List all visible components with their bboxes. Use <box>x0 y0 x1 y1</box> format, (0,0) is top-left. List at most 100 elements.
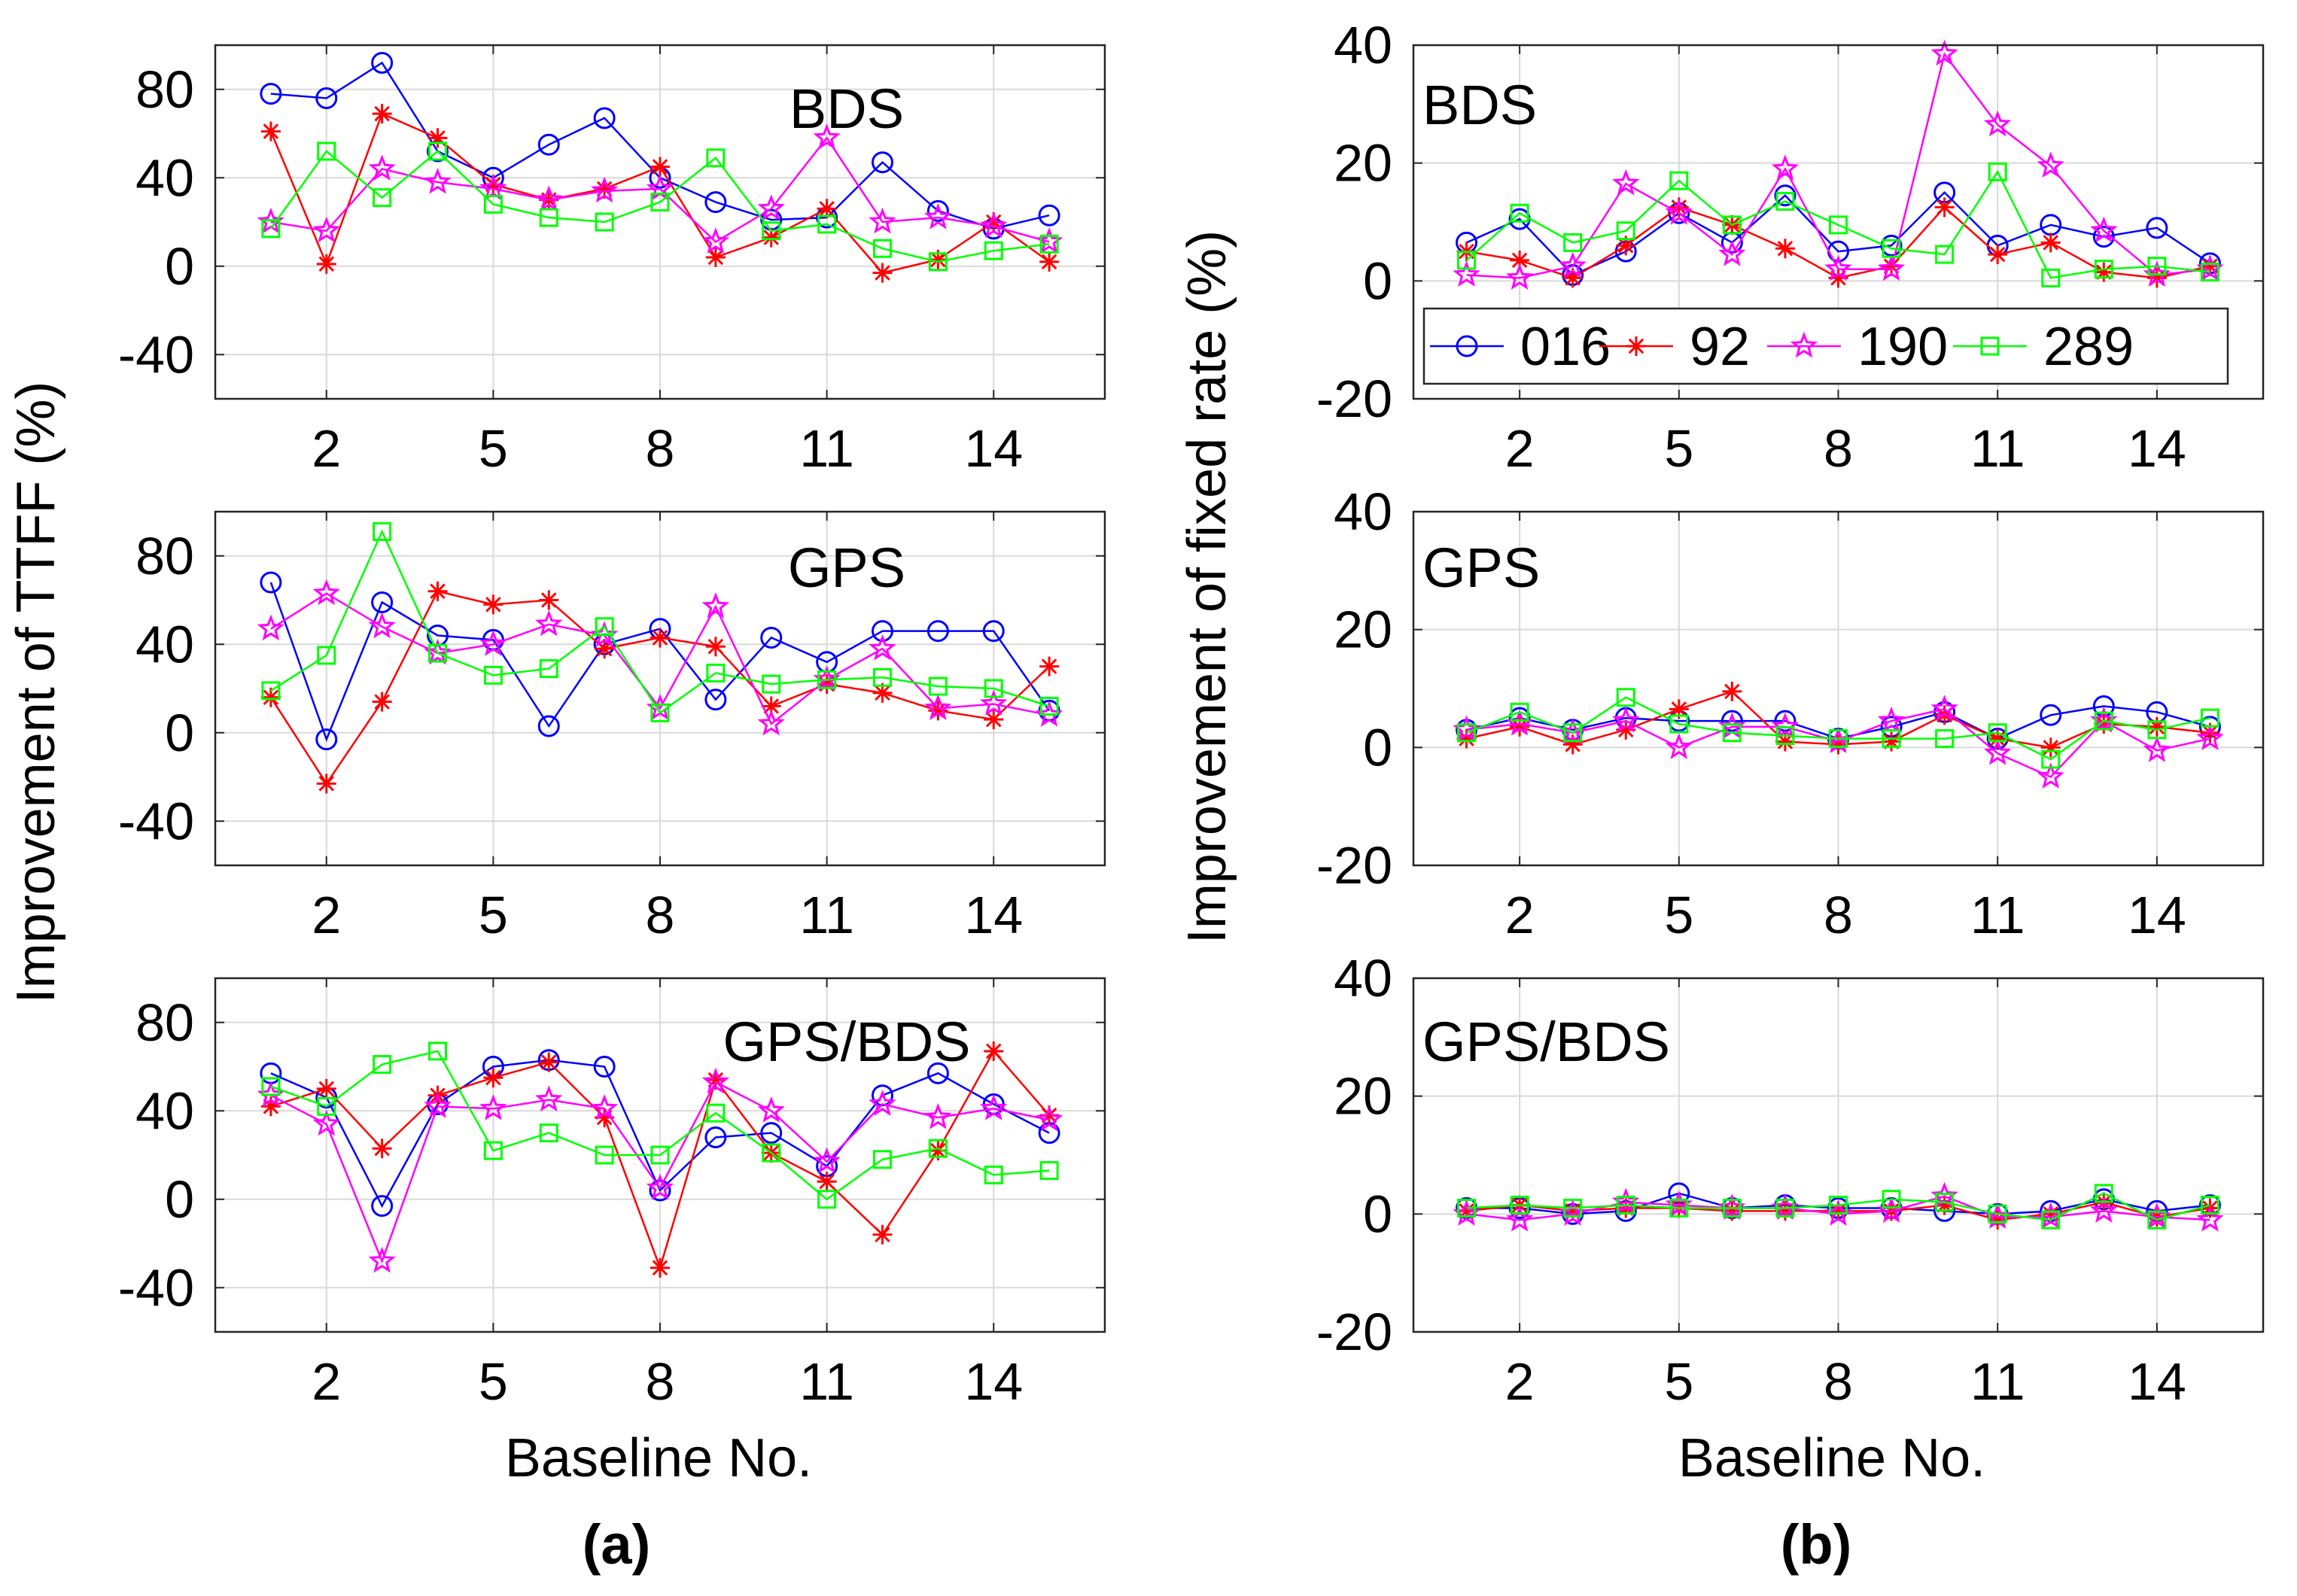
data-point-289 <box>1457 251 1477 270</box>
x-tick-label: 2 <box>1505 886 1535 944</box>
x-tick-label: 2 <box>312 1352 341 1411</box>
data-point-289 <box>317 1096 336 1116</box>
data-point-190 <box>869 634 896 661</box>
data-point-289 <box>261 1077 281 1096</box>
legend-entry-190: 190 <box>1767 317 1948 377</box>
data-point-92 <box>705 637 726 657</box>
data-point-289 <box>1039 1161 1059 1181</box>
legend-entry-92: 92 <box>1599 317 1750 377</box>
data-point-016 <box>926 1062 949 1084</box>
data-point-190 <box>1983 739 2012 765</box>
data-point-190 <box>980 211 1008 239</box>
x-tick-label: 8 <box>646 1352 675 1411</box>
data-point-92 <box>928 701 948 721</box>
data-point-190 <box>368 154 396 181</box>
data-point-190 <box>924 694 952 720</box>
data-point-92 <box>1775 731 1795 752</box>
data-point-289 <box>817 670 837 689</box>
data-point-190 <box>1506 1205 1534 1232</box>
y-tick-label: -20 <box>1316 1303 1392 1361</box>
x-tick-label: 8 <box>1824 419 1853 478</box>
chart-title: BDS <box>789 78 904 140</box>
legend-entry-016: 016 <box>1430 317 1611 377</box>
data-point-92 <box>928 1141 948 1161</box>
data-point-190 <box>701 592 730 619</box>
series-289 <box>1457 688 2219 769</box>
data-point-190 <box>2143 736 2171 762</box>
legend-marker <box>1626 336 1646 356</box>
data-point-190 <box>424 167 452 194</box>
data-point-190 <box>535 185 563 212</box>
data-point-92 <box>761 696 781 716</box>
series-289 <box>1457 162 2219 287</box>
series-line-190 <box>270 1081 1050 1264</box>
data-point-289 <box>1988 162 2007 181</box>
data-point-016 <box>371 52 394 74</box>
series-line-289 <box>269 150 1050 263</box>
data-point-92 <box>817 199 837 219</box>
data-point-190 <box>535 1085 563 1112</box>
x-tick-label: 8 <box>646 419 675 478</box>
data-point-190 <box>257 614 284 641</box>
data-point-289 <box>1616 221 1635 241</box>
data-point-289 <box>373 521 392 541</box>
data-point-016 <box>315 87 338 109</box>
chart-panel-a-bds: 2 5 8 11 14 -40 0 40 80 BDS <box>118 44 1106 478</box>
data-point-289 <box>706 148 726 168</box>
data-point-289 <box>1935 245 1955 264</box>
data-point-92 <box>984 212 1004 232</box>
data-point-289 <box>984 1165 1003 1184</box>
data-point-92 <box>260 1096 281 1117</box>
data-point-289 <box>373 1055 392 1075</box>
series-line-190 <box>270 592 1050 725</box>
data-point-289 <box>483 1141 503 1160</box>
plot-frame <box>214 44 1106 400</box>
data-point-190 <box>701 1067 729 1094</box>
x-tick-label: 11 <box>1970 886 2025 944</box>
data-point-016 <box>926 620 949 643</box>
data-point-190 <box>869 1090 896 1116</box>
x-tick-label: 11 <box>799 419 854 478</box>
legend-label: 92 <box>1690 317 1750 377</box>
data-point-190 <box>980 1094 1008 1120</box>
data-point-289 <box>984 679 1003 698</box>
chart-title: GPS/BDS <box>723 1011 971 1073</box>
data-point-289 <box>762 1143 781 1163</box>
data-point-289 <box>1882 239 1901 258</box>
data-point-92 <box>372 1138 392 1159</box>
data-point-289 <box>317 646 336 665</box>
y-tick-label: 0 <box>1363 251 1392 310</box>
data-point-289 <box>873 667 892 687</box>
x-tick-label: 14 <box>2128 886 2186 944</box>
y-tick-label: 40 <box>135 615 194 673</box>
series-line-289 <box>270 1050 1050 1201</box>
legend-marker <box>1980 336 2000 356</box>
data-point-92 <box>2200 722 2220 743</box>
plot-frame <box>1412 510 2265 867</box>
data-point-289 <box>1510 702 1529 722</box>
data-point-289 <box>2200 263 2219 282</box>
data-point-289 <box>2094 260 2113 279</box>
series-line-190 <box>270 136 1050 243</box>
data-point-92 <box>1562 1201 1583 1221</box>
data-point-190 <box>479 630 507 656</box>
series-289 <box>1457 1184 2219 1230</box>
data-point-190 <box>869 207 896 234</box>
x-tick-label: 11 <box>1970 1352 2025 1411</box>
data-point-289 <box>1510 1196 1529 1215</box>
data-point-92 <box>705 1070 726 1090</box>
data-point-92 <box>2040 233 2061 253</box>
data-point-016 <box>872 151 893 174</box>
data-point-289 <box>1882 1190 1901 1209</box>
data-point-016 <box>649 1179 671 1202</box>
series-289 <box>261 1041 1059 1209</box>
data-point-289 <box>706 1103 726 1123</box>
data-point-92 <box>1722 681 1742 701</box>
y-tick-label: 80 <box>135 993 194 1052</box>
legend-marker <box>1456 335 1478 357</box>
data-point-289 <box>539 208 558 227</box>
y-axis-label-panel-a: Improvement of TTFF (%) <box>6 382 66 1004</box>
data-point-92 <box>427 128 448 148</box>
